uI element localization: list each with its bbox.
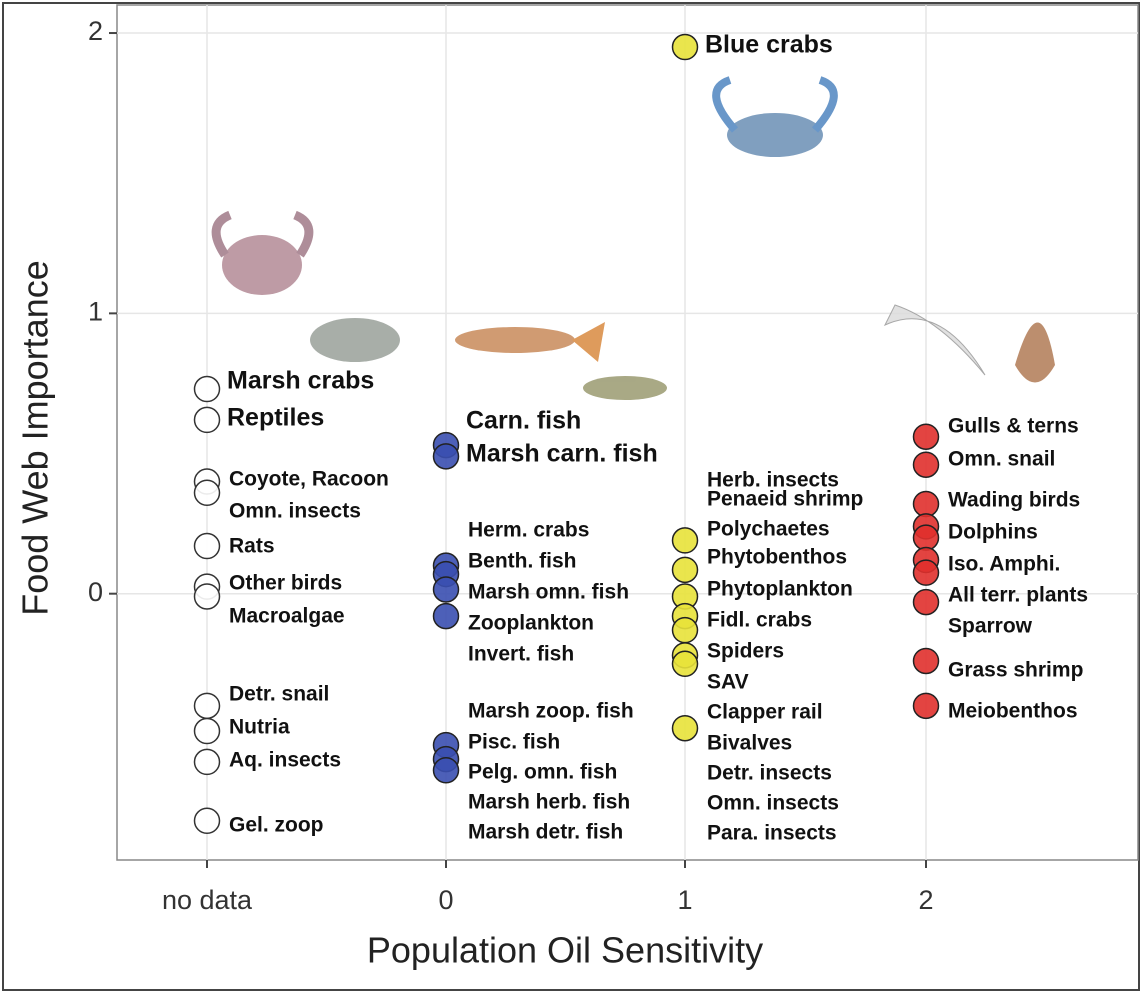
point-label: Carn. fish xyxy=(466,407,581,435)
point-label: Omn. snail xyxy=(948,448,1055,471)
point-label: Grass shrimp xyxy=(948,659,1083,682)
point xyxy=(912,559,940,586)
point-label: Polychaetes xyxy=(707,518,830,541)
point xyxy=(193,375,221,403)
point xyxy=(912,524,940,551)
point-label: Invert. fish xyxy=(468,643,574,666)
point xyxy=(912,490,940,518)
point-label: Macroalgae xyxy=(229,605,345,628)
y-tick-label: 2 xyxy=(88,16,103,46)
y-tick-label: 1 xyxy=(88,296,103,326)
point-label: Reptiles xyxy=(227,404,324,432)
point xyxy=(193,717,221,745)
point-label: Marsh crabs xyxy=(227,367,374,395)
x-tick-label: 1 xyxy=(677,885,692,915)
y-tick-label: 0 xyxy=(88,577,103,607)
point-label: Bivalves xyxy=(707,732,792,755)
point-label: Penaeid shrimp xyxy=(707,488,863,511)
point-label: Iso. Amphi. xyxy=(948,553,1060,576)
point-label: Pisc. fish xyxy=(468,731,560,754)
point-label: Gulls & terns xyxy=(948,415,1079,438)
point-label: Phytobenthos xyxy=(707,546,847,569)
y-axis-title: Food Web Importance xyxy=(15,260,56,616)
point xyxy=(671,527,699,554)
illustrations xyxy=(211,76,1055,400)
point xyxy=(671,556,699,584)
point xyxy=(432,757,460,784)
point-label: Rats xyxy=(229,535,275,558)
point-label: Nutria xyxy=(229,716,290,739)
point xyxy=(671,616,699,644)
point xyxy=(193,692,221,720)
point xyxy=(671,714,699,742)
x-tick-label: 2 xyxy=(918,885,933,915)
point-label: Para. insects xyxy=(707,822,837,845)
point-label: Pelg. omn. fish xyxy=(468,761,617,784)
point xyxy=(193,479,221,507)
point-label: Aq. insects xyxy=(229,749,341,772)
x-axis-title: Population Oil Sensitivity xyxy=(367,930,763,971)
point-label: Zooplankton xyxy=(468,612,594,635)
point-label: Phytoplankton xyxy=(707,578,853,601)
point-label: Blue crabs xyxy=(705,31,833,59)
point-label: Clapper rail xyxy=(707,701,823,724)
point xyxy=(671,650,699,678)
point xyxy=(193,583,221,610)
point-label: Fidl. crabs xyxy=(707,609,812,632)
point-label: Marsh omn. fish xyxy=(468,581,629,604)
point-label: Detr. insects xyxy=(707,762,832,785)
point-label: Marsh herb. fish xyxy=(468,791,630,814)
point-label: Omn. insects xyxy=(229,500,361,523)
point xyxy=(432,602,460,630)
point-label: Marsh zoop. fish xyxy=(468,700,634,723)
point xyxy=(432,443,460,470)
point-label: Dolphins xyxy=(948,521,1038,544)
point xyxy=(912,451,940,478)
point-label: Gel. zoop xyxy=(229,814,324,837)
point xyxy=(912,588,940,616)
point-label: Other birds xyxy=(229,572,342,595)
point-label: Meiobenthos xyxy=(948,700,1078,723)
point-label: Detr. snail xyxy=(229,683,329,706)
point-label: Spiders xyxy=(707,640,784,663)
point-label: Wading birds xyxy=(948,489,1080,512)
plot-area xyxy=(116,4,1139,861)
point-label: Herm. crabs xyxy=(468,519,589,542)
point-label: Omn. insects xyxy=(707,792,839,815)
x-tick-label: 0 xyxy=(438,885,453,915)
point xyxy=(912,423,940,450)
point-label: SAV xyxy=(707,671,749,694)
point xyxy=(193,406,221,434)
point xyxy=(193,532,221,560)
point xyxy=(912,692,940,720)
point xyxy=(193,748,221,776)
point-label: All terr. plants xyxy=(948,584,1088,607)
point xyxy=(432,576,460,603)
point xyxy=(671,33,699,61)
x-tick-label: no data xyxy=(162,885,253,915)
point-label: Coyote, Racoon xyxy=(229,468,389,491)
point xyxy=(193,807,221,835)
point xyxy=(912,647,940,675)
point-label: Marsh detr. fish xyxy=(468,821,623,844)
point-label: Sparrow xyxy=(948,615,1033,638)
point-label: Benth. fish xyxy=(468,550,577,573)
point-label: Marsh carn. fish xyxy=(466,440,658,468)
point-label: Herb. insects xyxy=(707,469,839,492)
